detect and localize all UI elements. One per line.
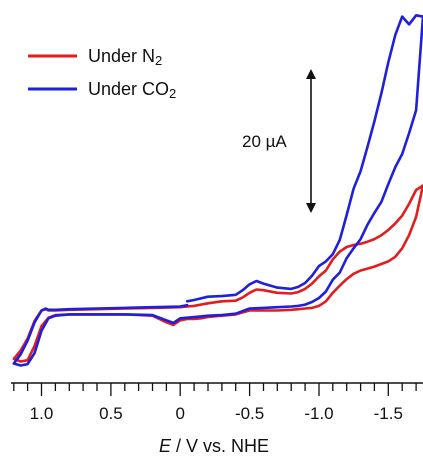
x-tick-label: -0.5 (235, 404, 264, 423)
x-axis-ticks (13, 383, 417, 396)
x-tick-label: 0 (175, 404, 184, 423)
x-axis: 1.0 0.5 0 -0.5 -1.0 -1.5 E / V vs. NHE (11, 382, 423, 456)
x-axis-title: E / V vs. NHE (159, 436, 269, 456)
scale-bar-arrow-up-icon (306, 69, 316, 79)
x-tick-label: -1.0 (304, 404, 333, 423)
x-tick-label: 0.5 (99, 404, 123, 423)
series-line-co2 (12, 14, 423, 367)
x-tick-label: 1.0 (30, 404, 54, 423)
scale-bar-label: 20 µA (242, 132, 287, 151)
series-lines (12, 14, 423, 367)
x-axis-tick-labels: 1.0 0.5 0 -0.5 -1.0 -1.5 (30, 404, 403, 423)
legend-label-co2: Under CO2 (88, 79, 176, 101)
legend: Under N2 Under CO2 (28, 46, 176, 101)
x-tick-label: -1.5 (374, 404, 403, 423)
legend-label-n2: Under N2 (88, 46, 162, 68)
scale-bar-arrow-down-icon (306, 203, 316, 213)
series-line-n2 (12, 184, 423, 363)
current-scale-bar: 20 µA (242, 69, 316, 213)
